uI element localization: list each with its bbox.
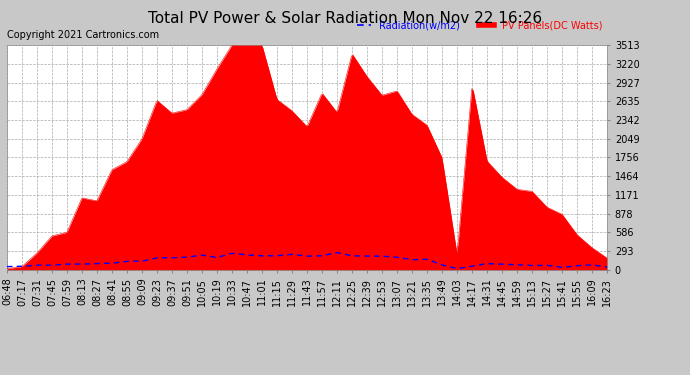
Legend: Radiation(w/m2), PV Panels(DC Watts): Radiation(w/m2), PV Panels(DC Watts) [357, 21, 602, 31]
Text: Copyright 2021 Cartronics.com: Copyright 2021 Cartronics.com [7, 30, 159, 40]
Text: Total PV Power & Solar Radiation Mon Nov 22 16:26: Total PV Power & Solar Radiation Mon Nov… [148, 11, 542, 26]
